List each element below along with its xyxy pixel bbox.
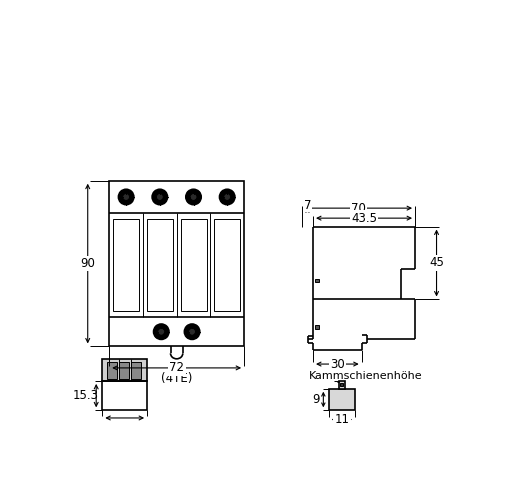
Circle shape — [119, 189, 134, 204]
Bar — [339, 381, 345, 389]
Circle shape — [158, 328, 165, 335]
Bar — [329, 389, 355, 410]
Circle shape — [184, 324, 200, 339]
Circle shape — [123, 193, 130, 201]
Text: 15.3: 15.3 — [72, 389, 99, 402]
Bar — [147, 219, 173, 311]
Text: 43.5: 43.5 — [351, 212, 377, 225]
Bar — [316, 325, 319, 329]
Bar — [340, 384, 343, 386]
Circle shape — [188, 328, 195, 335]
Circle shape — [219, 189, 235, 204]
Text: Kammschienenhöhe: Kammschienenhöhe — [309, 371, 423, 381]
Bar — [214, 219, 240, 311]
Bar — [109, 181, 244, 347]
Text: 72: 72 — [169, 361, 184, 374]
Bar — [102, 360, 147, 381]
Bar — [113, 219, 139, 311]
Circle shape — [153, 324, 169, 339]
Text: 9: 9 — [312, 393, 320, 406]
Text: 30: 30 — [330, 358, 345, 371]
Text: 45: 45 — [429, 256, 444, 269]
Bar — [181, 219, 206, 311]
Bar — [107, 362, 117, 379]
Circle shape — [224, 193, 230, 201]
Circle shape — [156, 193, 163, 201]
Bar — [316, 278, 319, 282]
Bar — [102, 381, 147, 410]
Text: 70: 70 — [351, 202, 366, 215]
Circle shape — [190, 193, 197, 201]
Circle shape — [152, 189, 167, 204]
Bar — [131, 362, 141, 379]
Text: (4TE): (4TE) — [161, 372, 192, 385]
Text: 90: 90 — [80, 257, 95, 270]
Text: 7: 7 — [303, 199, 311, 212]
Text: 11: 11 — [334, 413, 349, 426]
Circle shape — [186, 189, 201, 204]
Bar — [119, 362, 129, 379]
